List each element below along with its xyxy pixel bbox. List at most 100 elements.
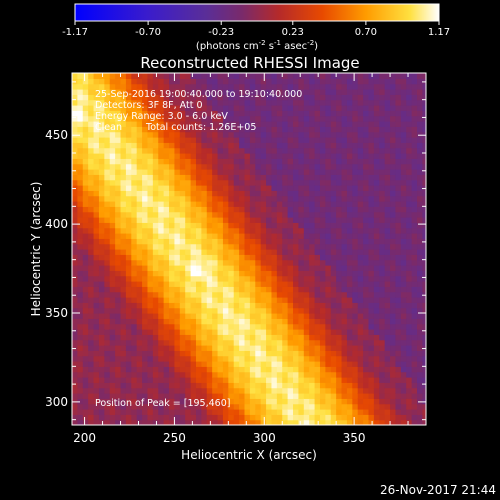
heatmap-cell xyxy=(363,334,370,341)
heatmap-cell xyxy=(98,83,105,90)
heatmap-cell xyxy=(228,158,235,165)
heatmap-cell xyxy=(271,227,278,234)
heatmap-cell xyxy=(195,99,202,106)
heatmap-cell xyxy=(244,94,251,101)
heatmap-cell xyxy=(395,313,402,319)
heatmap-cell xyxy=(185,147,192,154)
heatmap-cell xyxy=(115,163,122,170)
heatmap-cell xyxy=(406,115,413,122)
heatmap-cell xyxy=(190,403,197,410)
heatmap-cell xyxy=(336,323,343,330)
heatmap-cell xyxy=(309,393,316,399)
heatmap-cell xyxy=(82,361,89,367)
heatmap-cell xyxy=(179,83,186,90)
heatmap-cell xyxy=(142,281,149,287)
heatmap-cell xyxy=(212,329,219,335)
heatmap-cell xyxy=(406,222,413,229)
heatmap-cell xyxy=(158,222,165,229)
heatmap-cell xyxy=(249,126,256,133)
heatmap-cell xyxy=(77,99,84,106)
heatmap-cell xyxy=(206,73,213,79)
heatmap-cell xyxy=(325,126,332,133)
heatmap-cell xyxy=(185,99,192,106)
heatmap-cell xyxy=(244,206,251,213)
heatmap-cell xyxy=(255,323,262,330)
heatmap-cell xyxy=(190,78,197,85)
heatmap-cell xyxy=(217,211,224,218)
heatmap-cell xyxy=(330,185,337,191)
heatmap-cell xyxy=(271,238,278,245)
heatmap-cell xyxy=(152,409,159,415)
heatmap-cell xyxy=(319,243,326,250)
heatmap-cell xyxy=(125,297,132,303)
heatmap-cell xyxy=(303,409,310,415)
heatmap-cell xyxy=(298,131,305,138)
heatmap-cell xyxy=(179,89,186,95)
heatmap-cell xyxy=(239,190,246,197)
heatmap-cell xyxy=(217,355,224,362)
heatmap-cell xyxy=(98,206,105,213)
heatmap-cell xyxy=(201,89,208,95)
heatmap-cell xyxy=(271,169,278,175)
heatmap-cell xyxy=(379,147,386,154)
heatmap-cell xyxy=(271,281,278,287)
heatmap-cell xyxy=(131,153,138,159)
heatmap-cell xyxy=(195,190,202,197)
heatmap-cell xyxy=(330,366,337,373)
heatmap-cell xyxy=(239,222,246,229)
heatmap-cell xyxy=(303,382,310,389)
heatmap-cell xyxy=(417,243,424,250)
heatmap-cell xyxy=(77,382,84,389)
heatmap-cell xyxy=(379,403,386,410)
heatmap-cell xyxy=(336,345,343,351)
heatmap-cell xyxy=(373,99,380,106)
heatmap-cell xyxy=(325,131,332,138)
heatmap-cell xyxy=(190,211,197,218)
heatmap-cell xyxy=(276,382,283,389)
heatmap-cell xyxy=(287,302,294,309)
heatmap-cell xyxy=(169,110,176,117)
heatmap-cell xyxy=(115,243,122,250)
heatmap-cell xyxy=(384,249,391,255)
heatmap-cell xyxy=(249,281,256,287)
heatmap-cell xyxy=(244,419,251,425)
heatmap-cell xyxy=(142,158,149,165)
heatmap-cell xyxy=(363,286,370,293)
heatmap-cell xyxy=(98,393,105,399)
heatmap-cell xyxy=(244,227,251,234)
heatmap-cell xyxy=(152,83,159,90)
heatmap-cell xyxy=(120,398,127,405)
heatmap-cell xyxy=(104,201,111,207)
heatmap-cell xyxy=(179,185,186,191)
heatmap-cell xyxy=(136,281,143,287)
heatmap-cell xyxy=(185,190,192,197)
heatmap-cell xyxy=(190,414,197,421)
heatmap-cell xyxy=(163,115,170,122)
heatmap-cell xyxy=(341,254,348,261)
heatmap-cell xyxy=(422,105,426,111)
heatmap-cell xyxy=(88,222,95,229)
heatmap-cell xyxy=(228,254,235,261)
heatmap-cell xyxy=(174,302,181,309)
heatmap-cell xyxy=(373,339,380,346)
heatmap-cell xyxy=(282,355,289,362)
heatmap-cell xyxy=(255,78,262,85)
heatmap-cell xyxy=(72,115,78,122)
heatmap-cell xyxy=(206,105,213,111)
heatmap-cell xyxy=(185,121,192,127)
heatmap-cell xyxy=(363,414,370,421)
heatmap-cell xyxy=(212,403,219,410)
heatmap-cell xyxy=(352,121,359,127)
heatmap-cell xyxy=(276,345,283,351)
heatmap-cell xyxy=(303,89,310,95)
heatmap-cell xyxy=(212,409,219,415)
heatmap-cell xyxy=(82,275,89,282)
heatmap-cell xyxy=(136,163,143,170)
heatmap-cell xyxy=(131,94,138,101)
heatmap-cell xyxy=(201,297,208,303)
heatmap-cell xyxy=(147,414,154,421)
heatmap-cell xyxy=(373,334,380,341)
heatmap-cell xyxy=(255,142,262,149)
heatmap-cell xyxy=(379,137,386,143)
